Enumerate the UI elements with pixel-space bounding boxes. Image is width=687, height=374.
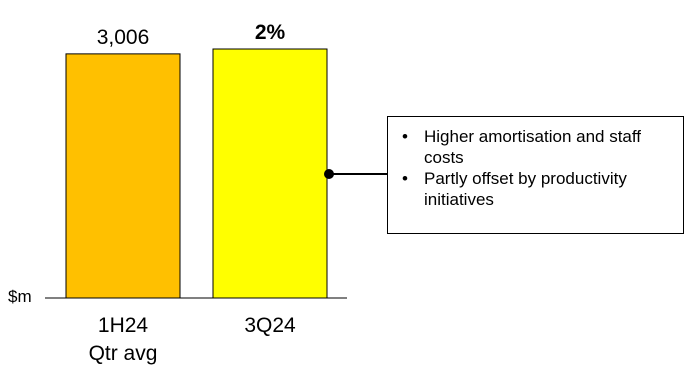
category-label-2: 3Q24 — [244, 314, 296, 337]
callout-item-text: Partly offset by productivity initiative… — [424, 169, 627, 209]
bar-1-value-label: 3,006 — [97, 26, 150, 49]
callout-box: • Higher amortisation and staff costs • … — [387, 116, 684, 234]
bullet-icon: • — [402, 127, 408, 146]
callout-connector-dot — [324, 169, 334, 179]
bullet-icon: • — [402, 169, 408, 188]
bar-2-value-label: 2% — [255, 21, 286, 44]
bar-2 — [212, 48, 328, 299]
bar-1 — [65, 53, 181, 299]
category-label-1: 1H24 Qtr avg — [89, 314, 158, 365]
unit-label: $m — [8, 287, 32, 306]
callout-item: • Higher amortisation and staff costs — [402, 126, 677, 168]
callout-list: • Higher amortisation and staff costs • … — [402, 126, 677, 210]
callout-item-text: Higher amortisation and staff costs — [424, 127, 642, 167]
callout-item: • Partly offset by productivity initiati… — [402, 168, 677, 210]
